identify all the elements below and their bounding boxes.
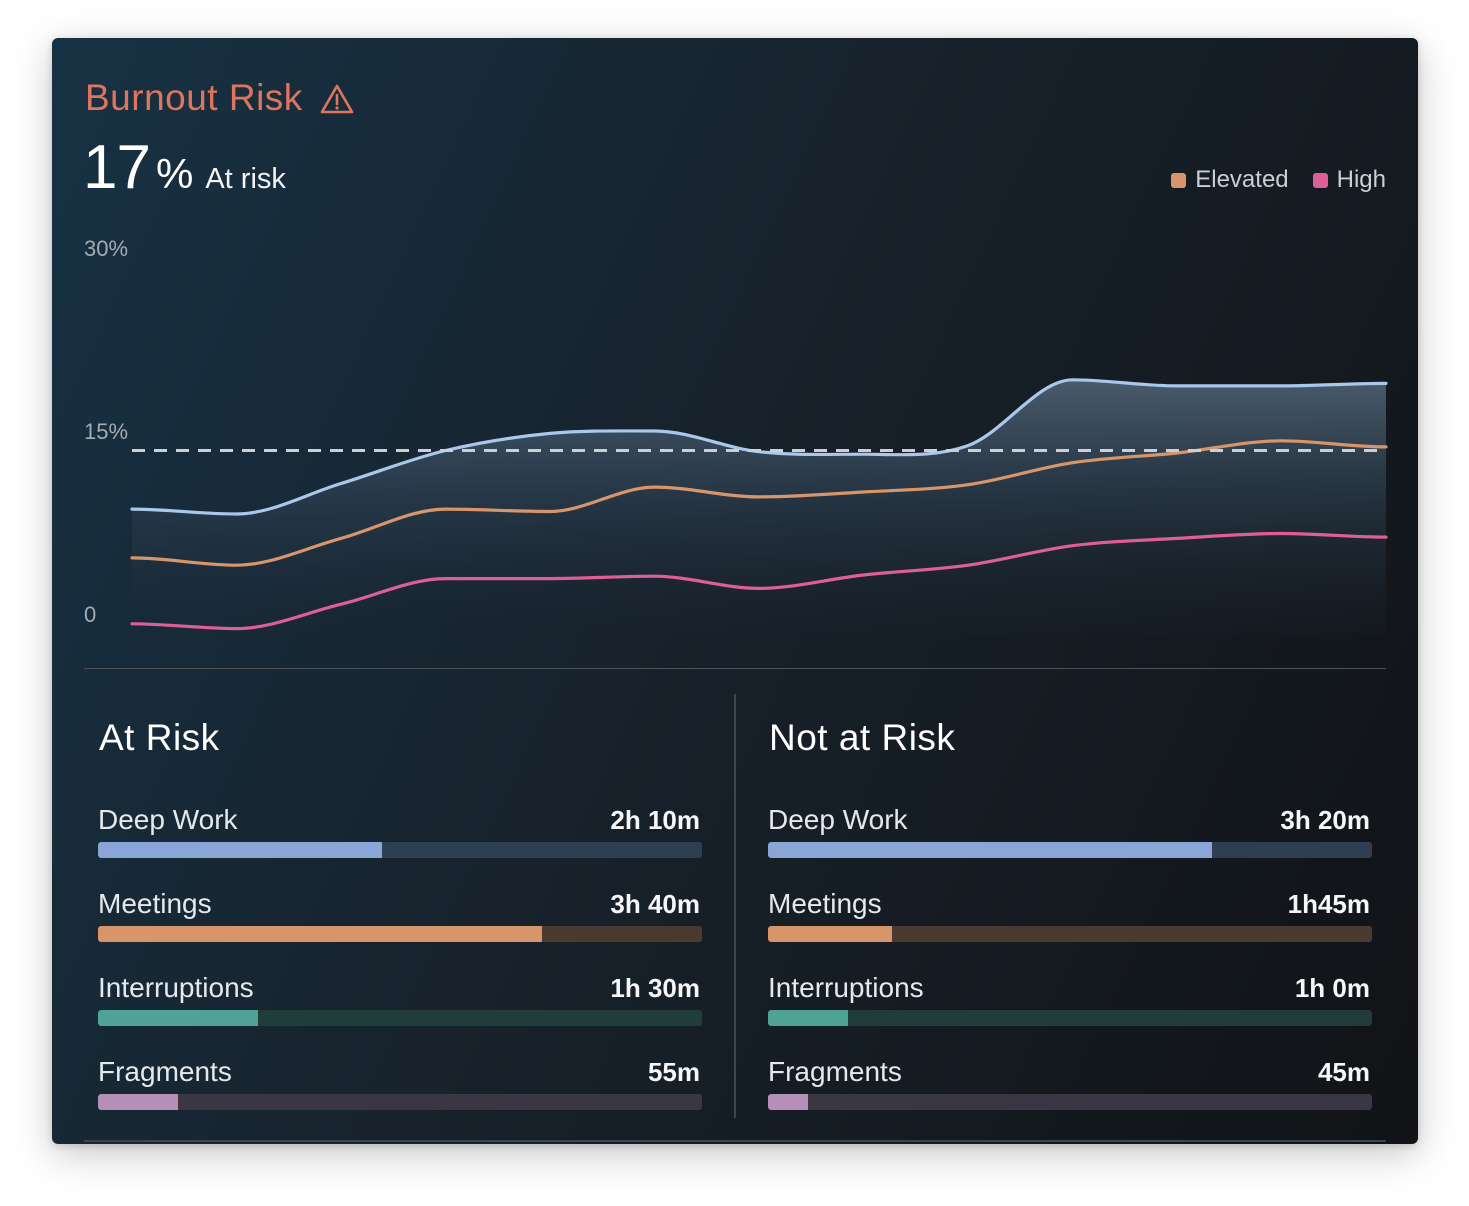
chart-legend: Elevated High [1147,166,1386,194]
metric-label: Fragments [98,1056,232,1087]
not-at-risk-panel: Not at Risk Deep Work 3h 20m Meetings 1h45m… [768,716,1372,1140]
risk-area-fill [132,379,1386,634]
metric-fragments: Fragments 55m [98,1056,702,1140]
metric-bar-track [768,926,1372,942]
legend-swatch-elevated [1171,172,1187,188]
metric-label: Interruptions [98,972,254,1003]
metric-row: Meetings 3h 40m [98,888,702,920]
metric-value: 1h 30m [610,973,700,1003]
series-line-elevated [130,439,1388,567]
metric-value: 1h45m [1287,889,1370,919]
metric-bar-fill [98,1010,259,1026]
metric-bar-fill [98,926,542,942]
metric-row: Interruptions 1h 30m [98,972,702,1004]
metric-bar-fill [98,1094,179,1110]
panel-divider [734,694,736,1118]
metric-bar-track [98,926,702,942]
at-risk-percentage: 17 % At risk [83,132,286,203]
panel-title: Not at Risk [769,717,956,758]
metric-bar-fill [98,842,382,858]
metric-bar-fill [768,1094,808,1110]
metric-bar-track [98,1094,702,1110]
metric-label: Fragments [768,1056,902,1087]
metric-value: 1h 0m [1294,973,1370,1003]
metric-row: Deep Work 2h 10m [98,804,702,836]
metric-label: Deep Work [768,804,908,835]
burnout-risk-chart: 30% 15% 0 [84,236,1388,634]
card-title: Burnout Risk [85,76,355,120]
legend-label-high: High [1336,166,1386,193]
legend-item-high: High [1312,166,1386,194]
series-line-high [130,531,1388,631]
metric-deep-work: Deep Work 3h 20m [768,804,1372,888]
y-tick-label: 30% [84,236,128,261]
metric-interruptions: Interruptions 1h 0m [768,972,1372,1056]
metric-deep-work: Deep Work 2h 10m [98,804,702,888]
metric-bar-track [768,1094,1372,1110]
metric-bar-track [768,842,1372,858]
y-tick-label: 0 [84,602,96,627]
metric-bar-track [98,1010,702,1026]
percent-label: At risk [205,163,286,195]
panel-title: At Risk [99,717,220,758]
metric-label: Deep Work [98,804,238,835]
metric-row: Fragments 55m [98,1056,702,1088]
metric-bar-fill [768,842,1212,858]
legend-swatch-high [1312,172,1328,188]
metric-meetings: Meetings 1h45m [768,888,1372,972]
bottom-divider [84,1140,1386,1142]
metric-label: Interruptions [768,972,924,1003]
metric-row: Interruptions 1h 0m [768,972,1372,1004]
metric-bar-track [98,842,702,858]
y-tick-label: 15% [84,419,128,444]
metric-value: 45m [1317,1057,1370,1087]
metric-bar-fill [768,1010,849,1026]
metric-interruptions: Interruptions 1h 30m [98,972,702,1056]
metric-row: Deep Work 3h 20m [768,804,1372,836]
at-risk-panel: At Risk Deep Work 2h 10m Meetings 3h 40m Int… [98,716,702,1140]
metric-row: Meetings 1h45m [768,888,1372,920]
metric-value: 3h 40m [610,889,700,919]
metric-label: Meetings [98,888,212,919]
metric-label: Meetings [768,888,882,919]
metric-meetings: Meetings 3h 40m [98,888,702,972]
metric-value: 3h 20m [1280,805,1370,835]
warning-icon [319,82,355,114]
metric-row: Fragments 45m [768,1056,1372,1088]
metric-value: 2h 10m [610,805,700,835]
percent-value: 17 [83,133,151,202]
percent-symbol: % [155,150,194,197]
metric-fragments: Fragments 45m [768,1056,1372,1140]
metric-bar-fill [768,926,892,942]
metric-value: 55m [647,1057,700,1087]
metric-bar-track [768,1010,1372,1026]
card-title-text: Burnout Risk [85,77,303,118]
burnout-risk-card: Burnout Risk 17 % At risk Elevated High … [52,38,1418,1144]
chart-divider [84,668,1386,669]
legend-label-elevated: Elevated [1195,166,1289,193]
legend-item-elevated: Elevated [1171,166,1289,194]
